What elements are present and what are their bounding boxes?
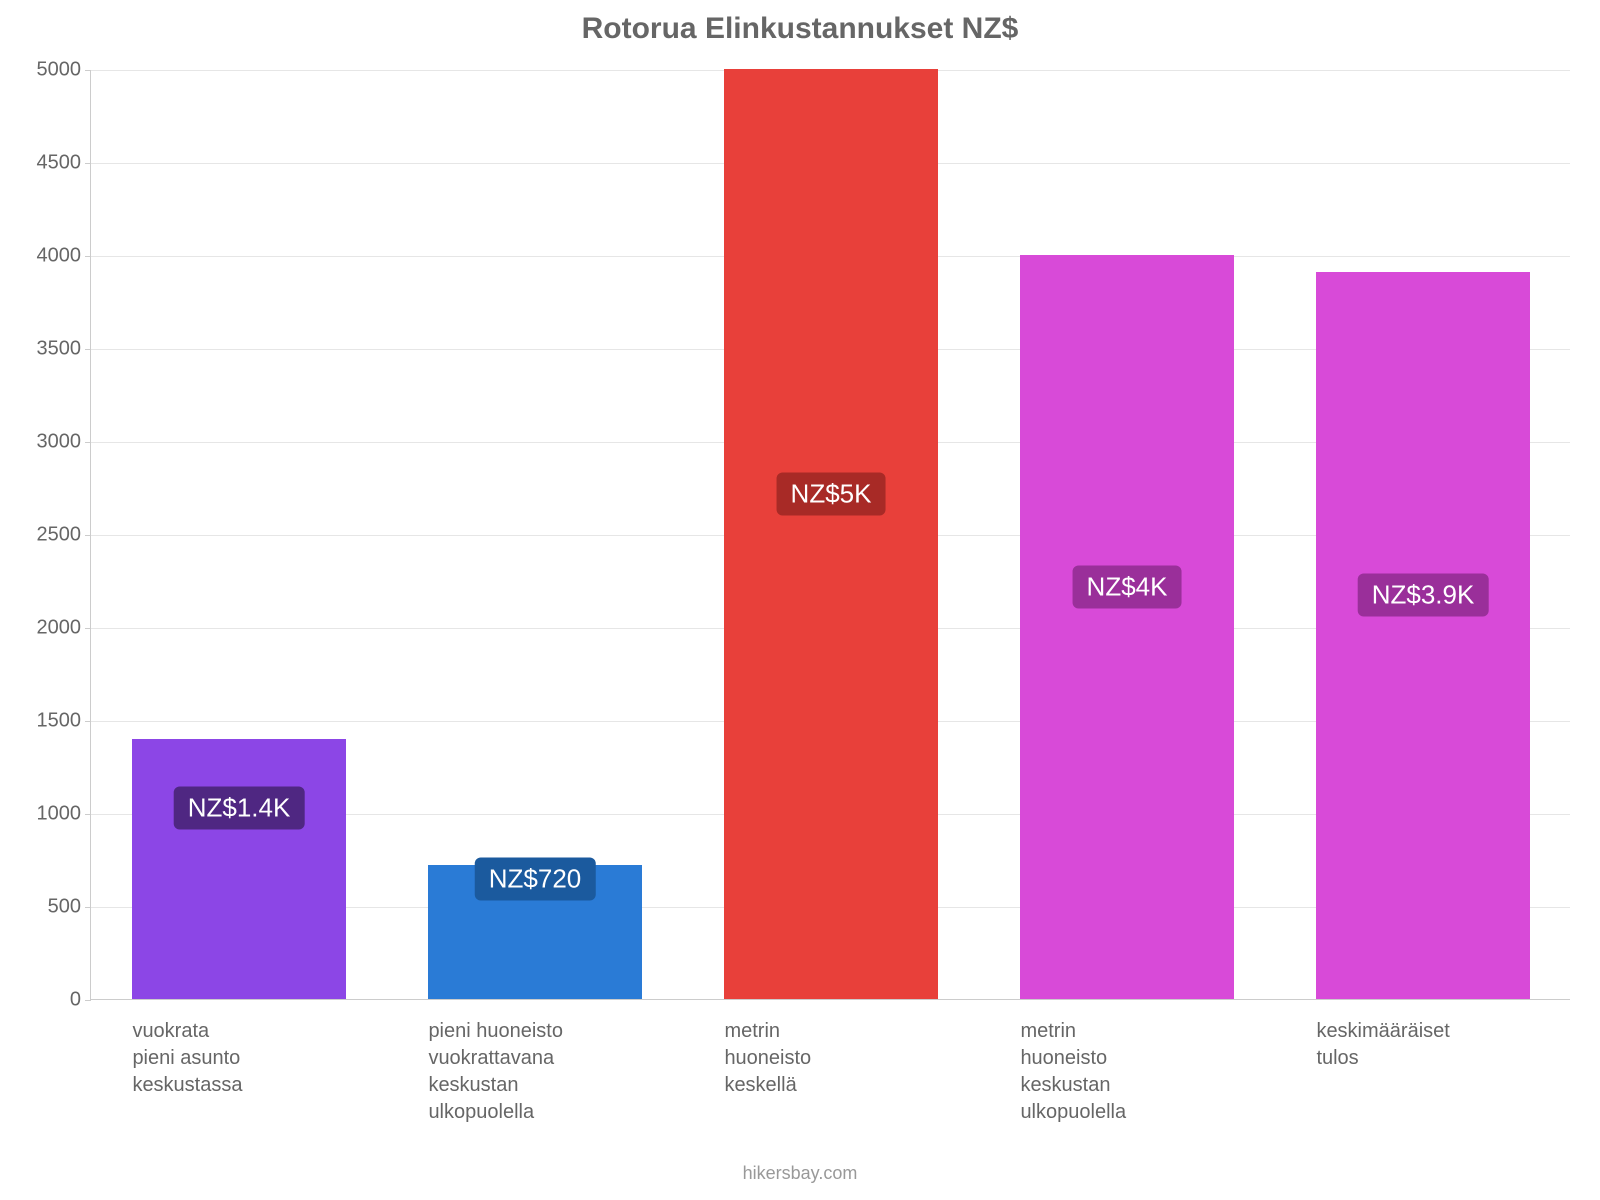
- bar-value-label: NZ$5K: [777, 473, 886, 516]
- x-category-label: metrin huoneisto keskustan ulkopuolella: [1020, 1018, 1233, 1126]
- chart-source: hikersbay.com: [0, 1163, 1600, 1184]
- y-tick-label: 1000: [37, 803, 92, 826]
- y-tick-label: 2000: [37, 617, 92, 640]
- bar: [724, 69, 937, 999]
- y-tick-label: 0: [70, 989, 91, 1012]
- y-tick-label: 4000: [37, 245, 92, 268]
- bar-value-label: NZ$3.9K: [1358, 573, 1489, 616]
- y-tick-label: 2500: [37, 524, 92, 547]
- y-tick-label: 4500: [37, 152, 92, 175]
- cost-of-living-chart: Rotorua Elinkustannukset NZ$ 05001000150…: [0, 0, 1600, 1200]
- bar: [1020, 255, 1233, 999]
- x-category-label: vuokrata pieni asunto keskustassa: [132, 1018, 345, 1099]
- y-tick-label: 1500: [37, 710, 92, 733]
- x-category-label: pieni huoneisto vuokrattavana keskustan …: [428, 1018, 641, 1126]
- chart-title: Rotorua Elinkustannukset NZ$: [0, 12, 1600, 46]
- bar-value-label: NZ$720: [475, 858, 596, 901]
- plot-area: 0500100015002000250030003500400045005000…: [90, 70, 1570, 1000]
- bar: [1316, 272, 1529, 999]
- y-tick-label: 5000: [37, 59, 92, 82]
- y-tick-label: 500: [48, 896, 91, 919]
- bar-value-label: NZ$4K: [1073, 566, 1182, 609]
- bar: [132, 739, 345, 999]
- x-category-label: metrin huoneisto keskellä: [724, 1018, 937, 1099]
- x-category-label: keskimääräiset tulos: [1316, 1018, 1529, 1072]
- bar-value-label: NZ$1.4K: [174, 787, 305, 830]
- y-tick-label: 3000: [37, 431, 92, 454]
- y-tick-label: 3500: [37, 338, 92, 361]
